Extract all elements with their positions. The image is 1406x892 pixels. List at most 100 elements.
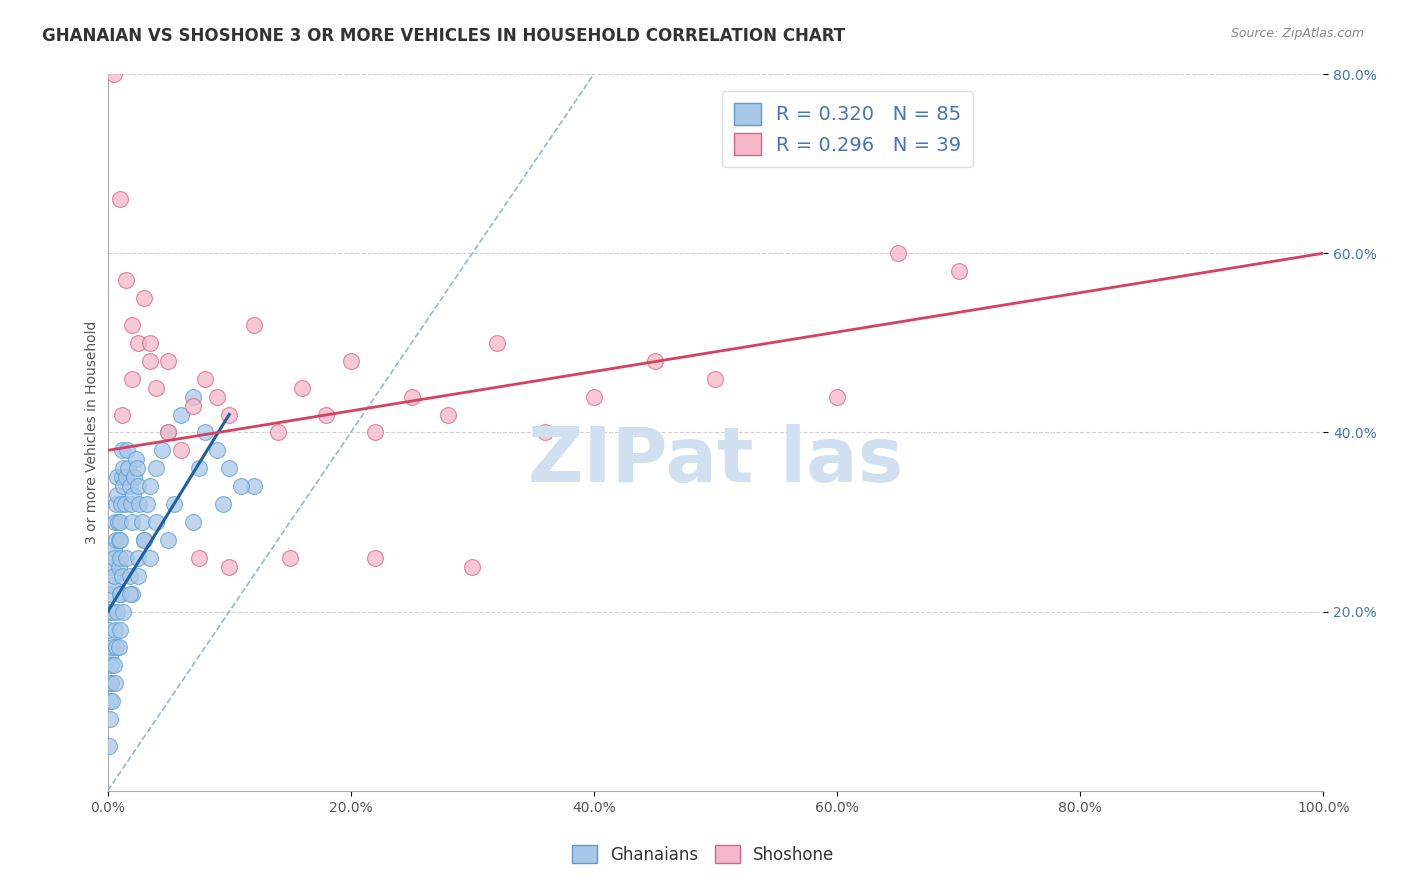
Point bbox=[127, 550, 149, 565]
Point bbox=[97, 739, 120, 753]
Point bbox=[461, 559, 484, 574]
Point bbox=[105, 497, 128, 511]
Point bbox=[534, 425, 557, 440]
Point bbox=[111, 461, 134, 475]
Point bbox=[644, 353, 666, 368]
Point bbox=[108, 559, 131, 574]
Point bbox=[267, 425, 290, 440]
Point bbox=[115, 470, 138, 484]
Point bbox=[117, 461, 139, 475]
Point bbox=[112, 479, 135, 493]
Point bbox=[118, 479, 141, 493]
Point bbox=[108, 623, 131, 637]
Point bbox=[103, 541, 125, 556]
Point bbox=[108, 550, 131, 565]
Point bbox=[118, 569, 141, 583]
Point bbox=[364, 425, 387, 440]
Point bbox=[218, 408, 240, 422]
Point bbox=[132, 533, 155, 547]
Point bbox=[104, 676, 127, 690]
Point bbox=[437, 408, 460, 422]
Point bbox=[194, 425, 217, 440]
Point bbox=[121, 372, 143, 386]
Point bbox=[582, 390, 605, 404]
Point bbox=[114, 497, 136, 511]
Point bbox=[100, 676, 122, 690]
Point bbox=[127, 569, 149, 583]
Point bbox=[194, 372, 217, 386]
Point bbox=[107, 533, 129, 547]
Point bbox=[112, 605, 135, 619]
Point bbox=[108, 193, 131, 207]
Point bbox=[97, 605, 120, 619]
Point bbox=[105, 640, 128, 655]
Text: GHANAIAN VS SHOSHONE 3 OR MORE VEHICLES IN HOUSEHOLD CORRELATION CHART: GHANAIAN VS SHOSHONE 3 OR MORE VEHICLES … bbox=[42, 27, 845, 45]
Point bbox=[157, 533, 180, 547]
Point bbox=[127, 479, 149, 493]
Point bbox=[231, 479, 253, 493]
Point bbox=[131, 515, 153, 529]
Point bbox=[105, 488, 128, 502]
Point bbox=[101, 605, 124, 619]
Point bbox=[103, 569, 125, 583]
Point bbox=[101, 559, 124, 574]
Point bbox=[205, 443, 228, 458]
Point bbox=[825, 390, 848, 404]
Point bbox=[107, 515, 129, 529]
Point bbox=[103, 550, 125, 565]
Point bbox=[212, 497, 235, 511]
Point bbox=[157, 353, 180, 368]
Point bbox=[135, 497, 157, 511]
Point bbox=[121, 515, 143, 529]
Point bbox=[107, 640, 129, 655]
Point bbox=[278, 550, 301, 565]
Point bbox=[187, 550, 209, 565]
Point bbox=[108, 515, 131, 529]
Point bbox=[187, 461, 209, 475]
Point bbox=[98, 623, 121, 637]
Point bbox=[145, 461, 167, 475]
Point bbox=[103, 658, 125, 673]
Point bbox=[401, 390, 423, 404]
Point bbox=[100, 676, 122, 690]
Point bbox=[139, 479, 162, 493]
Y-axis label: 3 or more Vehicles in Household: 3 or more Vehicles in Household bbox=[86, 321, 100, 544]
Point bbox=[110, 533, 132, 547]
Point bbox=[315, 408, 337, 422]
Point bbox=[98, 712, 121, 726]
Point bbox=[364, 550, 387, 565]
Point bbox=[101, 578, 124, 592]
Point bbox=[121, 587, 143, 601]
Text: Source: ZipAtlas.com: Source: ZipAtlas.com bbox=[1230, 27, 1364, 40]
Point bbox=[101, 640, 124, 655]
Point bbox=[132, 533, 155, 547]
Point bbox=[115, 443, 138, 458]
Point bbox=[100, 587, 122, 601]
Point bbox=[704, 372, 727, 386]
Point bbox=[218, 559, 240, 574]
Point bbox=[150, 443, 173, 458]
Point bbox=[111, 443, 134, 458]
Point bbox=[100, 658, 122, 673]
Point bbox=[101, 694, 124, 708]
Point bbox=[169, 443, 191, 458]
Point bbox=[98, 694, 121, 708]
Point bbox=[105, 470, 128, 484]
Point bbox=[98, 649, 121, 664]
Point bbox=[105, 605, 128, 619]
Point bbox=[485, 335, 508, 350]
Point bbox=[887, 246, 910, 260]
Point bbox=[104, 533, 127, 547]
Point bbox=[124, 470, 146, 484]
Point bbox=[108, 587, 131, 601]
Point bbox=[218, 461, 240, 475]
Point bbox=[125, 461, 148, 475]
Point bbox=[115, 550, 138, 565]
Point bbox=[110, 470, 132, 484]
Point bbox=[120, 497, 142, 511]
Point bbox=[242, 318, 264, 332]
Point bbox=[181, 399, 204, 413]
Point bbox=[163, 497, 186, 511]
Point bbox=[122, 488, 145, 502]
Point bbox=[115, 273, 138, 287]
